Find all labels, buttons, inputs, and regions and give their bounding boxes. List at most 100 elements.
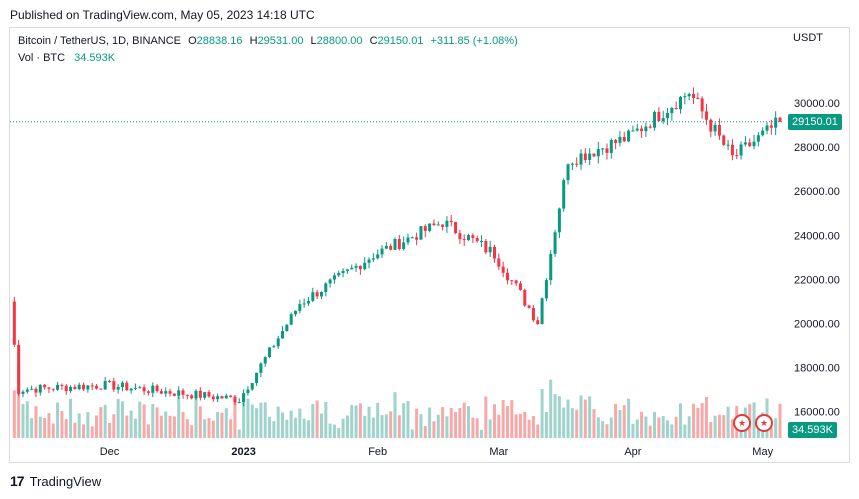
candle-body (112, 381, 116, 390)
candle-body (752, 141, 756, 147)
candle-body (90, 385, 94, 387)
candle-body (739, 144, 743, 156)
candle-body (557, 208, 561, 233)
candle-body (73, 386, 77, 390)
volume-bar (120, 401, 124, 438)
candle-body (575, 163, 579, 165)
volume-bar (722, 415, 726, 438)
volume-bar (125, 415, 129, 438)
candle-body (146, 391, 150, 393)
volume-bar (653, 411, 657, 438)
candle-body (237, 402, 241, 404)
candle-body (419, 226, 423, 240)
candle-body (220, 396, 224, 399)
candle-body (371, 258, 375, 260)
low-label: L (310, 35, 317, 47)
candle-body (588, 153, 592, 160)
candle-body (198, 390, 202, 398)
candle-body (566, 164, 570, 181)
candle-body (354, 265, 358, 268)
volume-bar (116, 398, 120, 438)
candle-body (211, 396, 215, 400)
candle-body (99, 388, 103, 390)
candle-body (674, 108, 678, 110)
volume-bar (544, 411, 548, 438)
candle-body (458, 233, 462, 240)
volume-bar (319, 413, 323, 438)
volume-bar (505, 406, 509, 438)
volume-bar (259, 402, 263, 438)
footer-brand[interactable]: 17 TradingView (10, 473, 101, 489)
volume-tag: 34.593K (788, 422, 837, 438)
volume-bar (661, 416, 665, 438)
candle-body (605, 148, 609, 153)
volume-bar (172, 416, 176, 438)
candle-body (116, 387, 120, 390)
volume-bar (151, 403, 155, 438)
volume-bar (570, 408, 574, 438)
volume-bar (531, 416, 535, 438)
candle-body (315, 292, 319, 297)
tradingview-logo-icon: 17 (10, 473, 25, 489)
candle-body (95, 385, 99, 389)
candle-body (151, 385, 155, 393)
volume-legend: Vol · BTC 34.593K (18, 52, 115, 64)
candle-body (367, 259, 371, 263)
candle-body (756, 135, 760, 142)
candle-body (583, 153, 587, 160)
volume-bar (107, 422, 111, 438)
candle-body (492, 246, 496, 259)
candle-body (484, 241, 488, 253)
high-value: 29531.00 (257, 35, 304, 47)
candle-body (289, 314, 293, 325)
candle-body (592, 153, 596, 157)
candle-body (350, 267, 354, 270)
candle-body (467, 235, 471, 241)
candle-body (216, 396, 220, 400)
x-tick-label: Feb (368, 446, 387, 458)
volume-bar (575, 409, 579, 438)
candle-body (69, 386, 73, 392)
candle-body (319, 291, 323, 297)
candle-body (700, 98, 704, 112)
volume-bar (185, 419, 189, 438)
volume-bar (302, 418, 306, 438)
candle-body (514, 280, 518, 284)
candle-body (527, 305, 531, 308)
volume-bar (410, 429, 414, 438)
close-label: C (369, 35, 378, 47)
volume-bar (769, 427, 773, 438)
volume-bar (614, 403, 618, 438)
candle-body (480, 241, 484, 243)
chart-frame (9, 27, 850, 463)
volume-bar (683, 424, 687, 438)
volume-bar (142, 404, 146, 438)
candle-body (298, 304, 302, 311)
volume-bar (298, 408, 302, 438)
candle-body (657, 111, 661, 122)
candle-body (397, 238, 401, 249)
candle-body (717, 124, 721, 136)
volume-bar (95, 415, 99, 438)
candle-body (614, 139, 618, 143)
candle-body (436, 224, 440, 226)
volume-bar (670, 424, 674, 438)
us-flag-icon[interactable]: ★ (733, 414, 751, 432)
candle-body (138, 387, 142, 389)
volume-bar (605, 424, 609, 438)
published-caption: Published on TradingView.com, May 05, 20… (10, 8, 315, 22)
low-value: 28800.00 (316, 35, 363, 47)
candle-body (687, 93, 691, 97)
volume-bar (402, 403, 406, 438)
volume-bar (12, 390, 16, 438)
y-tick-label: 28000.00 (794, 142, 840, 154)
volume-bar (129, 410, 133, 438)
candle-body (497, 258, 501, 267)
us-flag-icon[interactable]: ★ (755, 414, 773, 432)
candle-body (177, 390, 181, 396)
volume-bar (324, 401, 328, 438)
x-tick-label: Apr (624, 446, 641, 458)
volume-bar (25, 401, 29, 438)
volume-bar (592, 409, 596, 438)
